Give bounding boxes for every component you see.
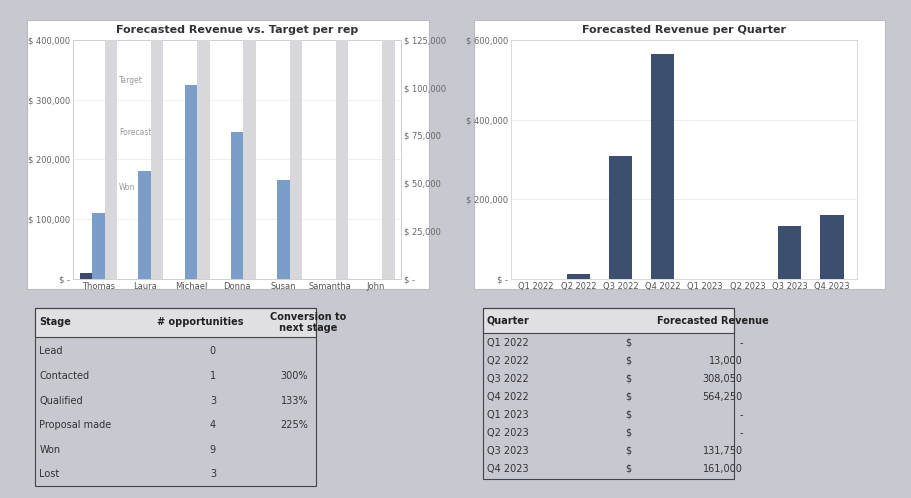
Title: Forecasted Revenue vs. Target per rep: Forecasted Revenue vs. Target per rep	[116, 25, 358, 35]
Text: $: $	[625, 374, 630, 383]
Text: -: -	[739, 338, 742, 348]
Text: Qualified: Qualified	[39, 395, 83, 405]
Text: Forecast: Forecast	[118, 128, 151, 137]
Bar	[92, 213, 105, 279]
Text: $: $	[625, 410, 630, 420]
Text: 13,000: 13,000	[708, 356, 742, 366]
Text: 0: 0	[210, 347, 216, 357]
Text: Q4 2022: Q4 2022	[486, 392, 528, 402]
Text: 225%: 225%	[280, 420, 308, 430]
Text: 161,000: 161,000	[702, 464, 742, 474]
Text: 9: 9	[210, 445, 216, 455]
Text: Quarter: Quarter	[486, 316, 529, 326]
Text: 3: 3	[210, 470, 216, 480]
Text: 1: 1	[210, 371, 216, 381]
Text: Target: Target	[118, 76, 143, 85]
Bar	[184, 85, 197, 279]
Bar	[79, 273, 92, 279]
Bar	[230, 132, 243, 279]
Text: Lead: Lead	[39, 347, 63, 357]
Text: $: $	[625, 356, 630, 366]
Text: Won: Won	[39, 445, 60, 455]
Bar	[277, 180, 290, 279]
Text: Stage: Stage	[39, 317, 71, 328]
FancyBboxPatch shape	[36, 308, 316, 337]
Bar	[819, 215, 843, 279]
Text: $: $	[625, 446, 630, 456]
Bar	[650, 54, 674, 279]
Bar	[566, 274, 589, 279]
Text: # opportunities: # opportunities	[157, 317, 243, 328]
Text: 133%: 133%	[281, 395, 308, 405]
Text: 3: 3	[210, 395, 216, 405]
Text: Q3 2022: Q3 2022	[486, 374, 528, 383]
Text: $: $	[625, 464, 630, 474]
Bar	[197, 0, 210, 279]
Text: $: $	[625, 428, 630, 438]
Text: Q1 2022: Q1 2022	[486, 338, 528, 348]
Text: $: $	[625, 392, 630, 402]
Text: Q1 2023: Q1 2023	[486, 410, 527, 420]
Text: Conversion to
next stage: Conversion to next stage	[270, 312, 346, 333]
Text: Contacted: Contacted	[39, 371, 89, 381]
Text: 300%: 300%	[281, 371, 308, 381]
Text: Proposal made: Proposal made	[39, 420, 111, 430]
Text: 131,750: 131,750	[701, 446, 742, 456]
Text: Won: Won	[118, 183, 135, 192]
Bar	[105, 0, 117, 279]
Text: $: $	[625, 338, 630, 348]
Bar	[382, 0, 394, 279]
Text: Q2 2023: Q2 2023	[486, 428, 528, 438]
FancyBboxPatch shape	[482, 308, 733, 333]
Text: Forecasted Revenue: Forecasted Revenue	[657, 316, 768, 326]
Bar	[290, 0, 302, 279]
Bar	[335, 0, 348, 279]
Bar	[777, 227, 801, 279]
Text: Q3 2023: Q3 2023	[486, 446, 527, 456]
Text: Q2 2022: Q2 2022	[486, 356, 528, 366]
Bar	[138, 171, 150, 279]
Bar	[150, 0, 163, 279]
Text: Q4 2023: Q4 2023	[486, 464, 527, 474]
Title: Forecasted Revenue per Quarter: Forecasted Revenue per Quarter	[581, 25, 785, 35]
Text: 4: 4	[210, 420, 216, 430]
Bar	[243, 0, 256, 279]
Text: 308,050: 308,050	[702, 374, 742, 383]
Bar	[609, 156, 631, 279]
Text: -: -	[739, 428, 742, 438]
Text: 564,250: 564,250	[701, 392, 742, 402]
Text: Lost: Lost	[39, 470, 59, 480]
Text: -: -	[739, 410, 742, 420]
